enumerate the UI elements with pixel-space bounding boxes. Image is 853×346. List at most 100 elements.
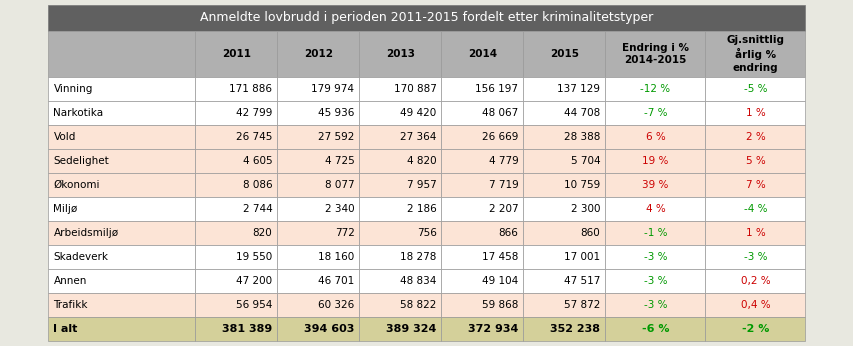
Text: 47 200: 47 200 xyxy=(236,276,272,286)
Bar xyxy=(195,125,277,149)
Text: Gj.snittlig
årlig %
endring: Gj.snittlig årlig % endring xyxy=(726,35,784,73)
Bar xyxy=(277,31,359,77)
Bar xyxy=(441,317,523,341)
Bar xyxy=(441,31,523,77)
Text: 2 186: 2 186 xyxy=(406,204,436,214)
Text: 6 %: 6 % xyxy=(645,132,664,142)
Text: 44 708: 44 708 xyxy=(564,108,600,118)
Bar xyxy=(705,317,804,341)
Bar xyxy=(49,245,195,269)
Bar xyxy=(195,197,277,221)
Text: 2 207: 2 207 xyxy=(488,204,518,214)
Bar xyxy=(523,31,605,77)
Text: 1 %: 1 % xyxy=(745,228,764,238)
Bar xyxy=(705,101,804,125)
Text: 389 324: 389 324 xyxy=(386,324,436,334)
Text: 42 799: 42 799 xyxy=(235,108,272,118)
Text: 4 725: 4 725 xyxy=(324,156,354,166)
Bar xyxy=(49,293,195,317)
Bar xyxy=(277,125,359,149)
Text: Anmeldte lovbrudd i perioden 2011-2015 fordelt etter kriminalitetstyper: Anmeldte lovbrudd i perioden 2011-2015 f… xyxy=(200,11,653,25)
Text: Narkotika: Narkotika xyxy=(54,108,103,118)
Bar xyxy=(195,221,277,245)
Bar xyxy=(359,197,441,221)
Text: 48 067: 48 067 xyxy=(482,108,518,118)
Text: 756: 756 xyxy=(416,228,436,238)
Bar xyxy=(523,101,605,125)
Bar xyxy=(523,149,605,173)
Text: Sedelighet: Sedelighet xyxy=(54,156,109,166)
Text: -5 %: -5 % xyxy=(743,84,766,94)
Text: 394 603: 394 603 xyxy=(304,324,354,334)
Bar xyxy=(49,221,195,245)
Bar xyxy=(441,101,523,125)
Text: 7 957: 7 957 xyxy=(406,180,436,190)
Text: 0,2 %: 0,2 % xyxy=(740,276,769,286)
Bar xyxy=(49,77,195,101)
Bar xyxy=(49,5,804,31)
Bar xyxy=(605,197,705,221)
Bar xyxy=(277,149,359,173)
Bar xyxy=(359,149,441,173)
Text: 772: 772 xyxy=(334,228,354,238)
Text: 8 077: 8 077 xyxy=(324,180,354,190)
Bar xyxy=(441,125,523,149)
Bar xyxy=(705,31,804,77)
Text: Vinning: Vinning xyxy=(54,84,93,94)
Text: 28 388: 28 388 xyxy=(564,132,600,142)
Bar xyxy=(359,31,441,77)
Bar xyxy=(605,173,705,197)
Text: Miljø: Miljø xyxy=(54,204,78,214)
Bar xyxy=(605,101,705,125)
Text: 4 820: 4 820 xyxy=(406,156,436,166)
Bar xyxy=(605,149,705,173)
Bar xyxy=(523,197,605,221)
Bar xyxy=(705,221,804,245)
Bar xyxy=(359,245,441,269)
Text: Økonomi: Økonomi xyxy=(54,180,100,190)
Text: 4 605: 4 605 xyxy=(242,156,272,166)
Bar xyxy=(49,101,195,125)
Bar xyxy=(605,317,705,341)
Bar xyxy=(441,221,523,245)
Text: -12 %: -12 % xyxy=(640,84,670,94)
Text: 2014: 2014 xyxy=(467,49,496,59)
Text: Trafikk: Trafikk xyxy=(54,300,88,310)
Bar xyxy=(705,77,804,101)
Bar xyxy=(523,173,605,197)
Text: 352 238: 352 238 xyxy=(550,324,600,334)
Text: 381 389: 381 389 xyxy=(222,324,272,334)
Bar xyxy=(277,269,359,293)
Text: 26 669: 26 669 xyxy=(482,132,518,142)
Text: 820: 820 xyxy=(252,228,272,238)
Bar xyxy=(441,77,523,101)
Text: 2012: 2012 xyxy=(304,49,333,59)
Bar xyxy=(441,197,523,221)
Text: 18 160: 18 160 xyxy=(318,252,354,262)
Text: -7 %: -7 % xyxy=(643,108,666,118)
Text: 39 %: 39 % xyxy=(641,180,668,190)
Text: 2 340: 2 340 xyxy=(324,204,354,214)
Text: 7 719: 7 719 xyxy=(488,180,518,190)
Bar xyxy=(277,221,359,245)
Text: 0,4 %: 0,4 % xyxy=(740,300,769,310)
Bar xyxy=(359,221,441,245)
Bar xyxy=(705,245,804,269)
Text: 1 %: 1 % xyxy=(745,108,764,118)
Text: 7 %: 7 % xyxy=(745,180,764,190)
Bar xyxy=(441,293,523,317)
Text: 8 086: 8 086 xyxy=(242,180,272,190)
Bar xyxy=(359,77,441,101)
Bar xyxy=(49,173,195,197)
Text: 49 104: 49 104 xyxy=(482,276,518,286)
Bar xyxy=(523,245,605,269)
Text: 2015: 2015 xyxy=(549,49,578,59)
Bar xyxy=(523,77,605,101)
Bar xyxy=(605,125,705,149)
Text: Skadeverk: Skadeverk xyxy=(54,252,108,262)
Text: 2 744: 2 744 xyxy=(242,204,272,214)
Text: Arbeidsmiljø: Arbeidsmiljø xyxy=(54,228,119,238)
Bar xyxy=(523,269,605,293)
Bar xyxy=(359,269,441,293)
Bar xyxy=(605,293,705,317)
